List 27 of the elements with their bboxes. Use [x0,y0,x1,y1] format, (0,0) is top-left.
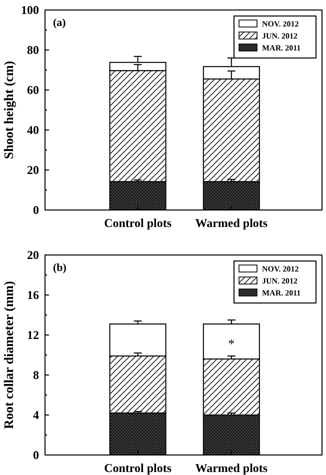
y-tick-label: 16 [27,288,39,302]
y-tick-label: 80 [27,43,39,58]
y-tick-label: 8 [33,368,39,382]
legend-label: NOV. 2012 [262,264,299,274]
x-tick-label: Control plots [104,461,172,475]
y-tick-label: 0 [33,448,39,462]
legend-label: NOV. 2012 [262,20,299,28]
y-axis-title: Root collar diameter (mm) [1,281,16,429]
y-tick-label: 100 [21,3,39,18]
text: (a) [53,17,66,29]
x-tick-label: Warmed plots [195,461,268,475]
x-tick-label: Control plots [104,216,172,230]
annotation: * [228,336,235,351]
legend-label: JUN. 2012 [262,276,298,286]
legend-label: MAR. 2011 [262,44,301,52]
y-tick-label: 20 [27,163,39,178]
y-tick-label: 20 [27,248,39,262]
text: (b) [53,262,67,274]
legend-label: JUN. 2012 [262,32,298,40]
y-tick-label: 4 [33,408,39,422]
y-tick-label: 60 [27,83,39,98]
y-axis-title: Shoot height (cm) [1,60,16,160]
y-tick-label: 0 [33,203,39,218]
x-tick-label: Warmed plots [195,216,268,230]
y-tick-label: 40 [27,123,39,138]
y-tick-label: 12 [27,328,39,342]
legend-label: MAR. 2011 [262,288,301,298]
